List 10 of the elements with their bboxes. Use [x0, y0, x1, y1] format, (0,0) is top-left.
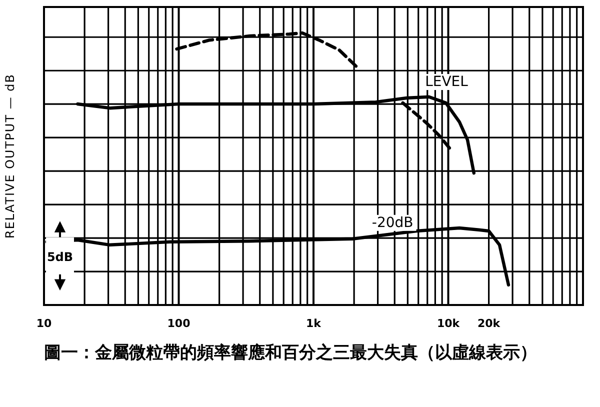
x-tick-label: 10k [436, 317, 460, 330]
x-tick-label: 100 [167, 317, 191, 330]
x-tick-label: 20k [478, 317, 501, 330]
x-tick-label: 1k [306, 317, 322, 330]
y-axis-title: RELATIVE OUTPUT — dB [3, 73, 17, 239]
text: 圖一：金屬微粒帶的頻率響應和百分之三最大失真（以虛線表示） [44, 342, 538, 365]
annotation: 5dB [46, 250, 74, 264]
x-tick-label: 10 [36, 317, 52, 330]
series-label: -20dB [372, 214, 414, 231]
series-label: LEVEL [425, 74, 468, 90]
